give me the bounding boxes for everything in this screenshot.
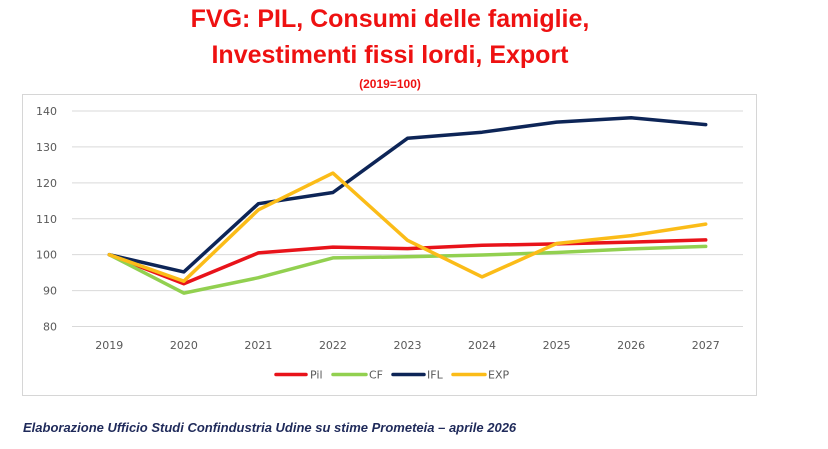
x-tick-label: 2020 bbox=[170, 339, 198, 352]
gridlines bbox=[72, 110, 743, 327]
y-tick-label: 130 bbox=[36, 141, 57, 154]
series-line-pil bbox=[107, 238, 708, 286]
chart-area bbox=[22, 94, 757, 396]
chart-title-line2: Investimenti fissi lordi, Export bbox=[211, 41, 569, 69]
y-tick-label: 80 bbox=[43, 321, 57, 334]
y-tick-label: 100 bbox=[36, 249, 57, 262]
x-tick-label: 2024 bbox=[468, 339, 496, 352]
x-tick-label: 2027 bbox=[692, 339, 720, 352]
source-note: Elaborazione Ufficio Studi Confindustria… bbox=[23, 420, 517, 435]
x-tick-label: 2025 bbox=[543, 339, 571, 352]
x-tick-label: 2026 bbox=[617, 339, 645, 352]
series-lines bbox=[107, 116, 708, 295]
legend-label-cf: CF bbox=[369, 369, 383, 382]
y-tick-label: 110 bbox=[36, 213, 57, 226]
x-axis-ticks: 2019 2020 2021 2022 2023 2024 2025 2026 2027 bbox=[95, 339, 719, 352]
x-tick-label: 2023 bbox=[394, 339, 422, 352]
legend: Pil CF IFL EXP bbox=[274, 369, 509, 382]
legend-label-ifl: IFL bbox=[427, 369, 444, 382]
legend-label-pil: Pil bbox=[310, 369, 323, 382]
y-axis-ticks: 80 90 100 110 120 130 140 bbox=[36, 105, 57, 334]
series-line-exp bbox=[107, 171, 708, 283]
chart-subtitle: (2019=100) bbox=[359, 77, 421, 91]
x-tick-label: 2021 bbox=[244, 339, 272, 352]
chart-title-line1: FVG: PIL, Consumi delle famiglie, bbox=[190, 5, 590, 33]
legend-label-exp: EXP bbox=[488, 369, 509, 382]
y-tick-label: 90 bbox=[43, 285, 57, 298]
series-line-cf bbox=[107, 244, 708, 295]
y-tick-label: 120 bbox=[36, 177, 57, 190]
y-tick-label: 140 bbox=[36, 105, 57, 118]
x-tick-label: 2019 bbox=[95, 339, 123, 352]
x-tick-label: 2022 bbox=[319, 339, 347, 352]
